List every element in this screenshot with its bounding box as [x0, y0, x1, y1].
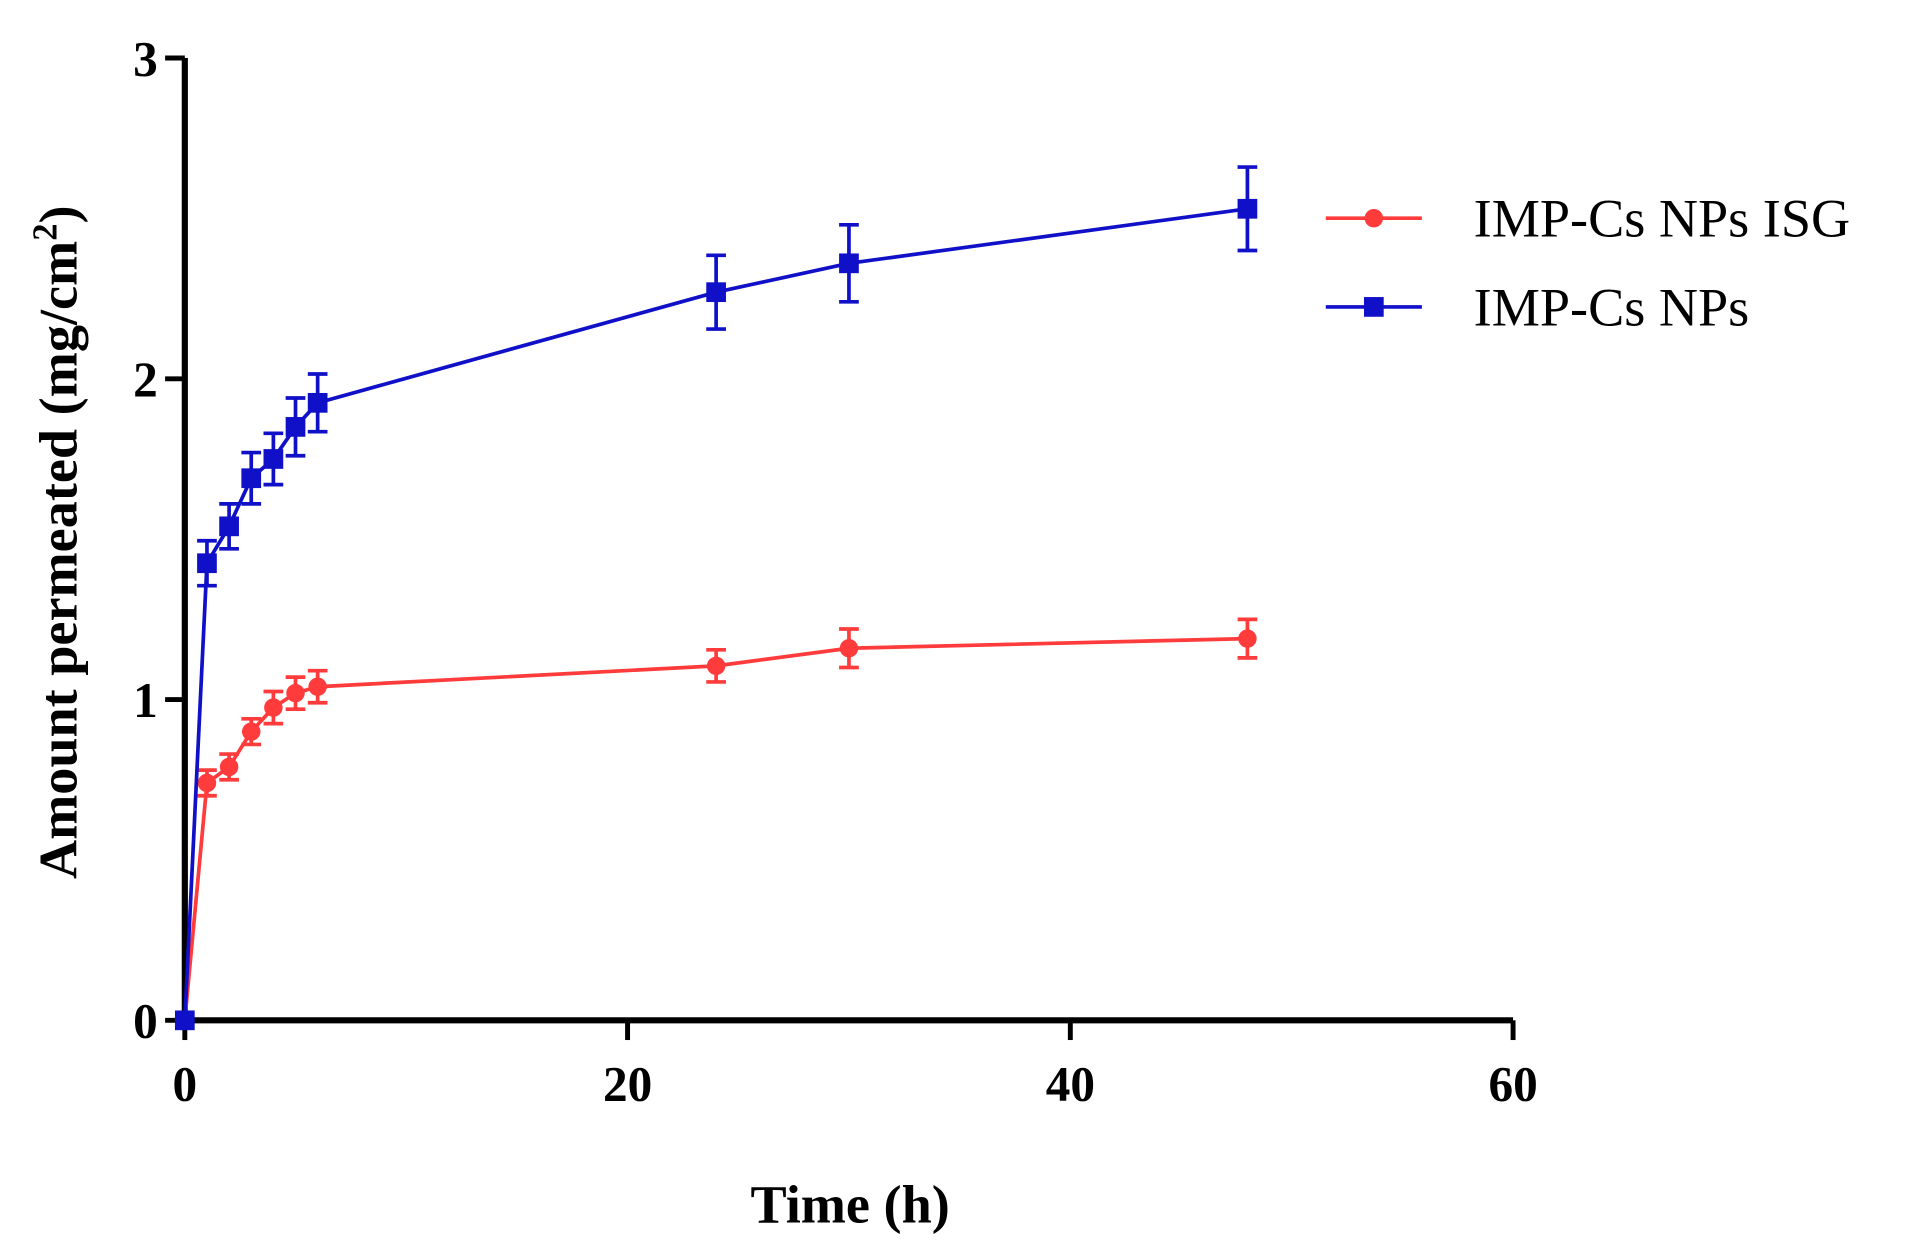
data-point [706, 656, 726, 676]
x-tick-label: 0 [173, 1056, 198, 1111]
data-point [197, 773, 217, 793]
data-point [706, 282, 726, 303]
legend-label: IMP-Cs NPs ISG [1474, 189, 1851, 249]
series-line [182, 206, 1248, 1021]
data-point [219, 757, 239, 777]
data-point [263, 449, 284, 469]
series-1 [174, 165, 1258, 1031]
data-point [308, 677, 327, 696]
data-point [241, 468, 262, 489]
data-point [241, 722, 261, 741]
y-axis-label: Amount permeated (mg/cm2) [27, 205, 89, 879]
y-tick-label: 1 [133, 673, 158, 728]
legend-marker [1364, 208, 1384, 228]
x-axis-label: Time (h) [751, 1174, 950, 1234]
data-point [839, 253, 859, 274]
x-tick-label: 20 [603, 1056, 652, 1111]
data-point [1238, 629, 1257, 648]
y-tick-label: 2 [133, 352, 158, 407]
y-tick-label: 3 [133, 31, 158, 86]
axes: 0 20 40 60 0 1 2 3 [133, 31, 1538, 1111]
data-point [174, 1010, 195, 1031]
data-point [264, 698, 283, 717]
x-tick-label: 40 [1046, 1056, 1095, 1111]
legend: IMP-Cs NPs ISG IMP-Cs NPs [1325, 189, 1851, 337]
series-0 [175, 617, 1258, 1030]
series-layer [174, 165, 1258, 1031]
data-point [197, 553, 217, 574]
legend-label: IMP-Cs NPs [1474, 277, 1750, 337]
series-line [182, 636, 1248, 1021]
data-point [285, 417, 306, 437]
x-tick-label: 60 [1488, 1056, 1537, 1111]
data-point [307, 392, 328, 413]
data-point [286, 683, 305, 703]
data-point [1237, 198, 1258, 219]
data-point [219, 516, 239, 537]
legend-marker [1363, 297, 1384, 317]
y-tick-label: 0 [133, 994, 158, 1049]
data-point [839, 638, 859, 658]
